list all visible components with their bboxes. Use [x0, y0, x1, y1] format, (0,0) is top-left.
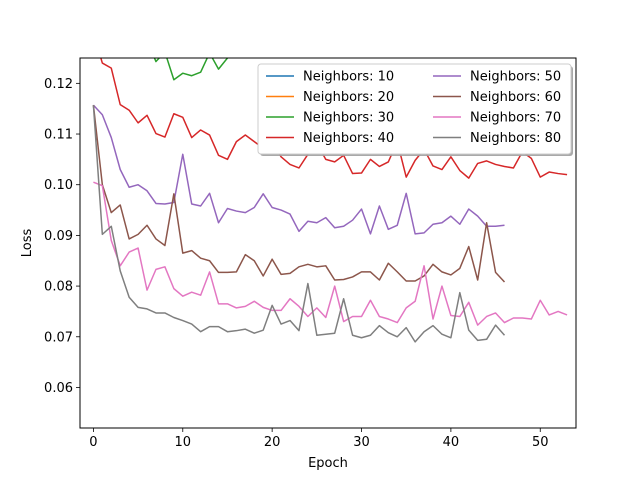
series-line-2: [153, 58, 229, 81]
y-tick-label-6: 0.12: [44, 77, 73, 92]
y-axis: 0.06 0.07 0.08 0.09 0.10 0.11 0.12: [44, 77, 80, 396]
y-tick-label-4: 0.10: [44, 178, 73, 193]
legend: Neighbors: 10 Neighbors: 20 Neighbors: 30 N…: [257, 63, 573, 156]
y-tick-label-2: 0.08: [44, 280, 73, 295]
series-line-5: [92, 105, 506, 283]
legend-label-6: Neighbors: 70: [470, 111, 561, 126]
x-tick-label-5: 50: [532, 435, 549, 450]
legend-label-5: Neighbors: 60: [470, 90, 561, 105]
x-tick-label-2: 20: [264, 435, 281, 450]
x-tick-label-4: 40: [443, 435, 460, 450]
legend-box: [257, 63, 572, 155]
y-tick-label-5: 0.11: [44, 128, 73, 143]
series-line-7: [92, 105, 506, 343]
series-line-6: [93, 181, 568, 326]
series-line-3: [100, 58, 568, 179]
series-line-4: [92, 104, 505, 235]
legend-label-1: Neighbors: 20: [303, 90, 394, 105]
plot-frame: [79, 57, 577, 429]
legend-label-0: Neighbors: 10: [303, 70, 394, 85]
y-axis-label: Loss: [20, 229, 35, 258]
x-axis-label: Epoch: [308, 456, 348, 471]
y-tick-label-0: 0.06: [44, 381, 73, 396]
legend-label-7: Neighbors: 80: [470, 131, 561, 146]
x-tick-label-0: 0: [89, 435, 97, 450]
series-layer: [92, 58, 568, 343]
y-tick-label-1: 0.07: [44, 330, 73, 345]
x-tick-label-1: 10: [175, 435, 192, 450]
y-tick-label-3: 0.09: [44, 229, 73, 244]
x-axis: 0 10 20 30 40 50: [89, 428, 549, 450]
legend-label-2: Neighbors: 30: [303, 111, 394, 126]
legend-label-3: Neighbors: 40: [303, 131, 394, 146]
x-tick-label-3: 30: [353, 435, 370, 450]
legend-label-4: Neighbors: 50: [470, 70, 561, 85]
